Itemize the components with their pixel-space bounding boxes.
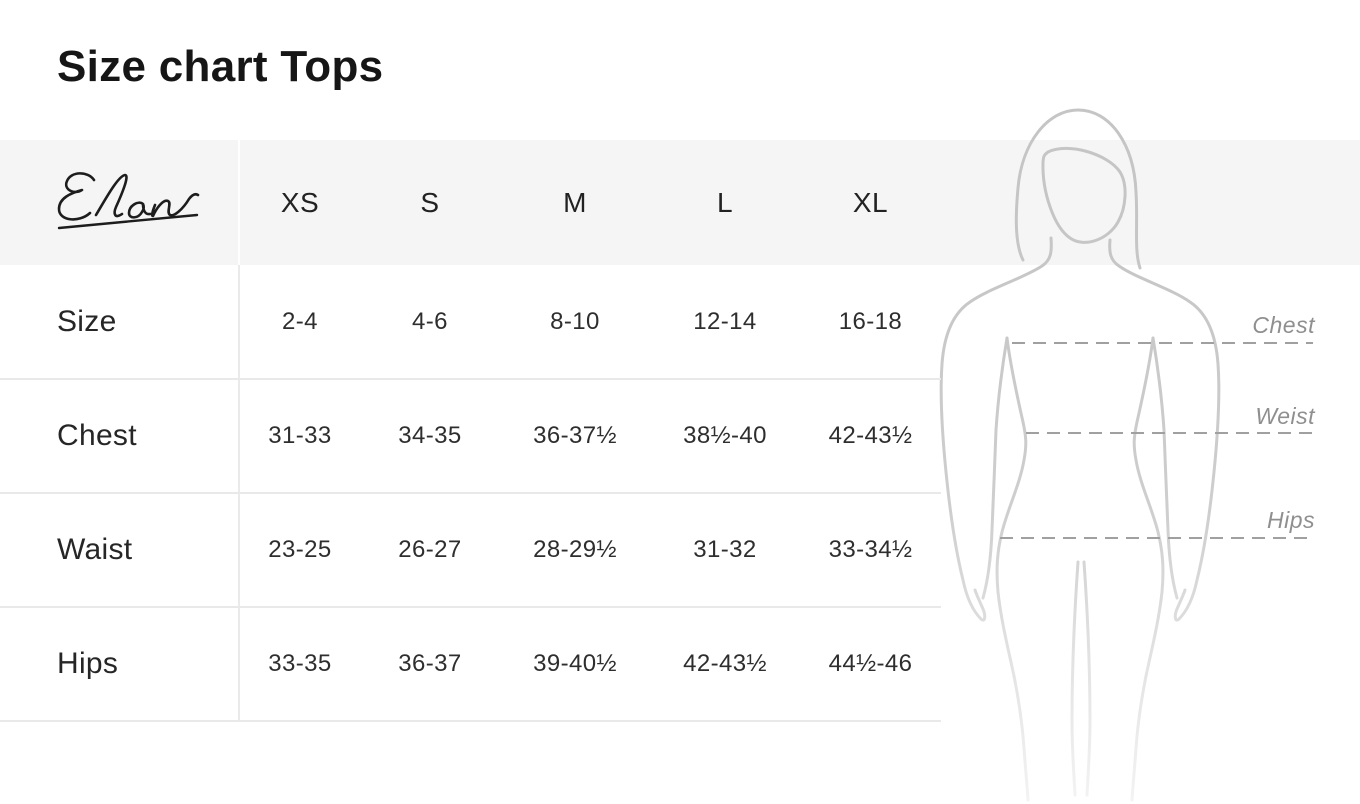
col-header-xs: XS bbox=[280, 186, 320, 218]
chest-m: 36-37½ bbox=[533, 422, 617, 449]
waist-s: 26-27 bbox=[398, 536, 462, 563]
waist-l: 31-32 bbox=[693, 536, 757, 563]
chest-xl: 42-43½ bbox=[828, 422, 913, 449]
waist-m: 28-29½ bbox=[533, 536, 617, 563]
hips-s: 36-37 bbox=[398, 650, 462, 677]
waist-xs: 23-25 bbox=[268, 536, 332, 563]
table-row-hips: Hips 33-35 36-37 39-40½ 42-43½ 44½-46 bbox=[0, 608, 941, 722]
size-xl: 16-18 bbox=[838, 307, 903, 335]
col-header-l: L bbox=[716, 186, 734, 218]
table-header-row: XS S M L XL bbox=[0, 140, 941, 265]
table-row-chest: Chest 31-33 34-35 36-37½ 38½-40 42-43½ bbox=[0, 380, 941, 494]
chest-xs: 31-33 bbox=[268, 422, 332, 449]
waist-measure-label: Weist bbox=[1255, 403, 1315, 429]
size-xs: 2-4 bbox=[282, 307, 318, 335]
brand-logo-cell bbox=[0, 140, 240, 265]
page-title: Size chart Tops bbox=[57, 42, 384, 91]
row-label-chest: Chest bbox=[0, 380, 240, 492]
size-m: 8-10 bbox=[550, 307, 600, 335]
hips-l: 42-43½ bbox=[683, 650, 767, 677]
hips-measure-label: Hips bbox=[1266, 507, 1315, 533]
hips-xl: 44½-46 bbox=[828, 650, 913, 677]
size-s: 4-6 bbox=[412, 307, 448, 335]
size-table: XS S M L XL Size 2-4 4-6 8-10 12-14 16-1… bbox=[0, 140, 941, 722]
chest-measure-label: Chest bbox=[1252, 312, 1315, 338]
hips-m: 39-40½ bbox=[533, 650, 617, 677]
chest-s: 34-35 bbox=[398, 422, 462, 449]
table-row-waist: Waist 23-25 26-27 28-29½ 31-32 33-34½ bbox=[0, 494, 941, 608]
table-row-size: Size 2-4 4-6 8-10 12-14 16-18 bbox=[0, 265, 941, 380]
col-header-s: S bbox=[420, 186, 440, 218]
row-label-waist: Waist bbox=[0, 494, 240, 606]
size-l: 12-14 bbox=[693, 307, 757, 335]
waist-xl: 33-34½ bbox=[828, 536, 913, 563]
col-header-m: M bbox=[563, 186, 587, 218]
row-label-size: Size bbox=[0, 265, 240, 378]
row-label-hips: Hips bbox=[0, 608, 240, 720]
col-header-xl: XL bbox=[852, 186, 889, 218]
brand-logo bbox=[57, 171, 200, 229]
hips-xs: 33-35 bbox=[268, 650, 332, 677]
chest-l: 38½-40 bbox=[683, 422, 767, 449]
